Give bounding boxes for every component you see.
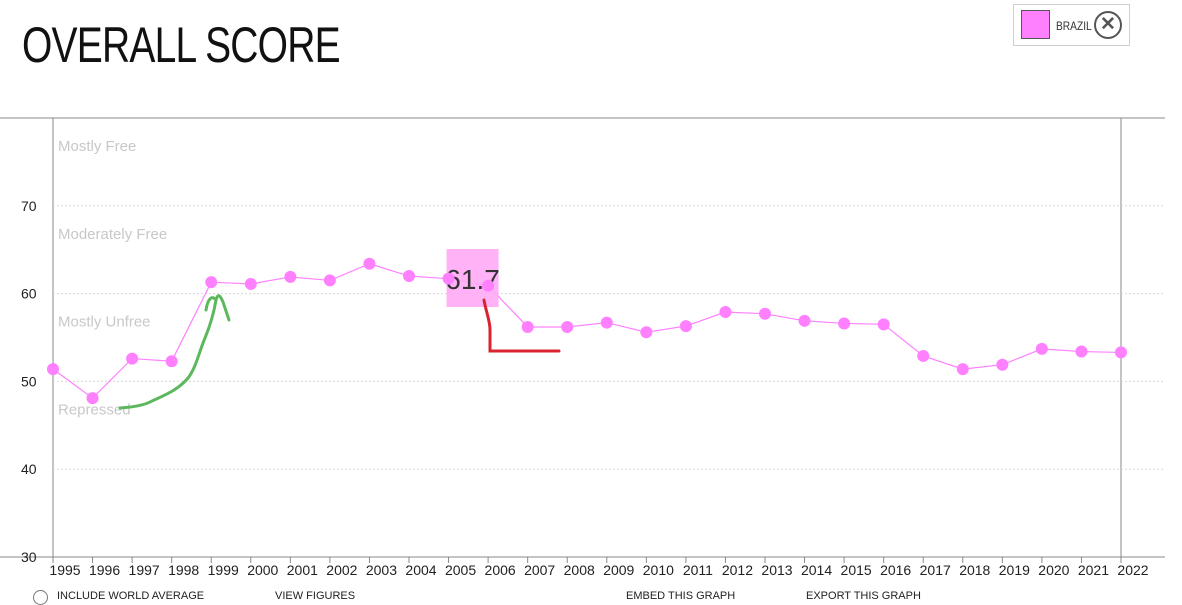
data-point: [1035, 342, 1048, 355]
legend: BRAZIL ✕: [1013, 4, 1130, 46]
x-tick-label: 1995: [49, 562, 80, 578]
x-tick-label: 2022: [1117, 562, 1148, 578]
data-point: [482, 279, 495, 292]
x-tick-label: 1996: [89, 562, 120, 578]
x-tick-label: 2014: [801, 562, 832, 578]
data-point: [759, 307, 771, 320]
y-tick-label: 70: [21, 198, 37, 214]
data-point: [838, 317, 851, 330]
x-tick-label: 2008: [564, 562, 595, 578]
y-tick-label: 40: [21, 461, 37, 477]
page-title: OVERALL SCORE: [22, 17, 341, 73]
data-point: [996, 358, 1009, 371]
x-tick-label: 2003: [366, 562, 397, 578]
data-point: [798, 314, 811, 327]
x-tick-label: 2000: [247, 562, 278, 578]
x-tick-label: 2002: [326, 562, 357, 578]
x-tick-label: 2006: [485, 562, 516, 578]
close-icon[interactable]: ✕: [1094, 11, 1122, 39]
data-point: [640, 326, 653, 339]
data-point: [956, 363, 969, 376]
data-point: [403, 270, 415, 283]
x-tick-label: 1997: [129, 562, 160, 578]
x-tick-label: 1998: [168, 562, 199, 578]
data-point: [442, 272, 455, 285]
x-tick-label: 2007: [524, 562, 555, 578]
data-point: [284, 270, 297, 283]
data-point: [719, 306, 732, 319]
data-point: [521, 320, 534, 333]
x-tick-label: 2021: [1078, 562, 1109, 578]
y-tick-label: 30: [21, 549, 37, 565]
embed-graph-link[interactable]: EMBED THIS GRAPH: [626, 590, 736, 602]
green-annotation-stroke: [118, 294, 231, 410]
series-line-brazil: [52, 263, 1122, 399]
x-tick-label: 1999: [208, 562, 239, 578]
x-tick-label: 2016: [880, 562, 911, 578]
data-point: [561, 320, 574, 333]
legend-label: BRAZIL: [1056, 19, 1092, 33]
data-point: [47, 363, 59, 376]
x-tick-label: 2010: [643, 562, 674, 578]
data-point: [126, 352, 139, 365]
x-tick-label: 2013: [761, 562, 792, 578]
x-tick-label: 2011: [683, 562, 713, 578]
tooltip-box: [446, 249, 499, 307]
line-chart: 30 40 50 60 70 Mostly Free Moderately Free Most…: [0, 117, 1165, 578]
band-label: Repressed: [58, 401, 131, 418]
data-point: [86, 392, 99, 405]
data-point: [1115, 346, 1127, 359]
data-point: [205, 276, 218, 289]
x-tick-label: 2019: [999, 562, 1030, 578]
x-tick-label: 2005: [445, 562, 476, 578]
data-point: [877, 318, 890, 331]
x-tick-label: 2018: [959, 562, 990, 578]
x-tick-label: 2004: [405, 562, 436, 578]
legend-swatch[interactable]: [1021, 10, 1050, 39]
x-tick-label: 2012: [722, 562, 753, 578]
band-label: Mostly Free: [58, 138, 136, 155]
data-point: [679, 320, 692, 333]
x-tick-label: 2009: [603, 562, 634, 578]
red-annotation-stroke: [482, 298, 561, 353]
x-tick-label: 2001: [287, 562, 318, 578]
data-point: [363, 257, 376, 270]
data-point: [600, 316, 613, 329]
data-point: [917, 349, 930, 362]
data-point: [323, 274, 336, 287]
data-point: [165, 355, 178, 368]
data-point: [1075, 345, 1088, 358]
include-world-average-label[interactable]: INCLUDE WORLD AVERAGE: [57, 590, 205, 602]
include-world-average-radio[interactable]: [33, 590, 48, 605]
x-tick-label: 2017: [920, 562, 951, 578]
x-tick-label: 2020: [1038, 562, 1069, 578]
view-figures-link[interactable]: VIEW FIGURES: [275, 590, 356, 602]
y-tick-label: 50: [21, 373, 37, 389]
data-point: [244, 277, 257, 290]
x-tick-label: 2015: [841, 562, 872, 578]
y-tick-label: 60: [21, 286, 37, 302]
band-label: Mostly Unfree: [58, 314, 151, 331]
band-label: Moderately Free: [58, 226, 167, 243]
export-graph-link[interactable]: EXPORT THIS GRAPH: [806, 590, 921, 602]
